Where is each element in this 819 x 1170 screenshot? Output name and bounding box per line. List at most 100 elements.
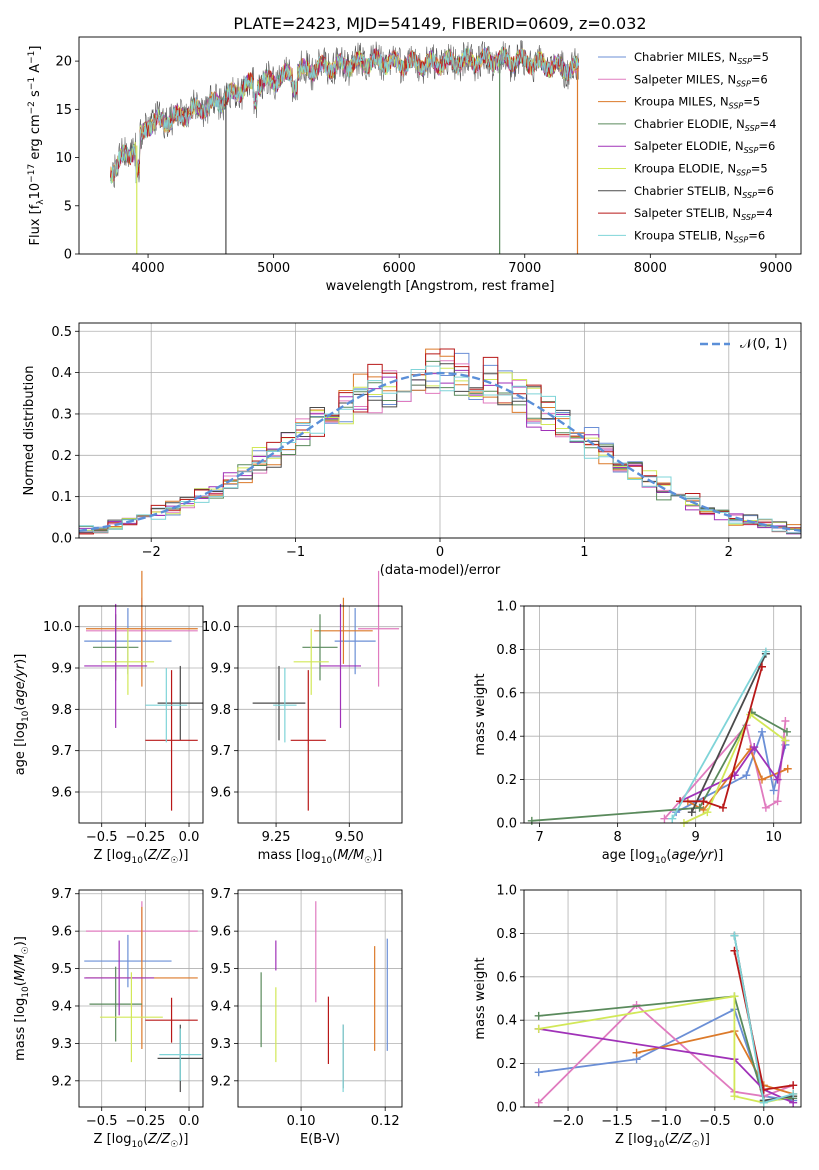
weight-vs-Z-xtick-label: −1.0 (650, 1114, 682, 1129)
mass-vs-EBV-ytick-label: 9.2 (210, 1074, 231, 1089)
spectrum-frame (78, 36, 802, 255)
mass-vs-Z-xlabel: Z [log10(Z/Z☉)] (94, 1132, 189, 1150)
mass-vs-EBV-axes: 0.10 0.12 9.2 9.3 9.4 9.5 9.6 9.7 (210, 887, 402, 1129)
legend-entry-3: Kroupa MILES, NSSP=5 (634, 95, 760, 111)
age-vs-mass-ytick-label: 9.8 (210, 703, 231, 718)
weight-vs-age-xtick-label: 10 (765, 830, 782, 845)
weight-vs-Z-ytick-label: 0.6 (496, 970, 517, 985)
age-vs-Z-frame (78, 605, 204, 824)
weight-vs-age-series-4-marker (527, 816, 536, 825)
weight-vs-age-ylabel: mass weight (473, 673, 488, 755)
spectrum-xtick-label: 7000 (508, 261, 541, 276)
weight-vs-age-series-9-marker (761, 647, 770, 656)
weight-vs-Z-series-1-marker (534, 1068, 543, 1077)
weight-vs-Z-ytick-label: 0.2 (496, 1057, 517, 1072)
mass-vs-Z-ytick-label: 9.3 (51, 1037, 72, 1052)
age-vs-Z-xtick-label: 0.0 (179, 830, 200, 845)
weight-vs-age-ytick-label: 0.2 (496, 773, 517, 788)
weight-vs-Z-series-5 (538, 1028, 794, 1104)
mass-vs-Z-axes: −0.5 −0.25 0.0 9.2 9.3 9.4 9.5 9.6 9.7 (51, 887, 203, 1129)
mass-vs-EBV-ytick-label: 9.4 (210, 999, 231, 1014)
weight-vs-Z-series-9-marker (730, 931, 739, 940)
legend-entry-4: Chabrier ELODIE, NSSP=4 (634, 117, 776, 133)
residuals-ytick-label: 0.5 (51, 325, 72, 340)
legend-entry-5: Salpeter ELODIE, NSSP=6 (634, 139, 775, 155)
weight-vs-Z-series-6-marker (730, 992, 739, 1001)
weight-vs-age-ytick-label: 1.0 (496, 600, 517, 615)
weight-vs-age-series-1-marker (769, 786, 778, 795)
mass-vs-Z-ytick-label: 9.6 (51, 925, 72, 940)
spectrum-xlabel: wavelength [Angstrom, rest frame] (326, 279, 555, 294)
age-vs-Z-ytick-label: 9.7 (51, 744, 72, 759)
residual-legend-label: 𝒩(0, 1) (740, 337, 787, 352)
spectrum-ytick-label: 10 (55, 151, 72, 166)
spectrum-ytick-label: 15 (55, 103, 72, 118)
weight-vs-age-series-4-marker (782, 727, 791, 736)
spectrum-legend: Chabrier MILES, NSSP=5 Salpeter MILES, NS… (598, 50, 776, 244)
weight-vs-age-ytick-label: 0.0 (496, 817, 517, 832)
weight-vs-age-series-5-marker (773, 775, 782, 784)
age-vs-Z-ylabel: age [log10(age/yr)] (13, 654, 31, 776)
weight-vs-Z-ytick-label: 0.8 (496, 927, 517, 942)
spectrum-ylabel: Flux [fλ10−17 erg cm−2 s−1 A−1] (27, 46, 46, 246)
weight-vs-Z-ytick-label: 1.0 (496, 884, 517, 899)
mass-vs-EBV-xtick-label: 0.10 (287, 1114, 316, 1129)
age-vs-Z-xlabel: Z [log10(Z/Z☉)] (94, 848, 189, 866)
legend-entry-6: Kroupa ELODIE, NSSP=5 (634, 162, 768, 178)
weight-vs-age-series-6-marker (703, 808, 712, 817)
legend-entry-7: Chabrier STELIB, NSSP=6 (634, 184, 774, 200)
age-vs-Z-ytick-label: 9.8 (51, 703, 72, 718)
residuals-ytick-label: 0.2 (51, 449, 72, 464)
mass-vs-Z-xtick-label: 0.0 (179, 1114, 200, 1129)
weight-vs-Z-xtick-label: −0.5 (699, 1114, 731, 1129)
mass-vs-EBV-xlabel: E(B-V) (300, 1132, 340, 1147)
legend-entry-8: Salpeter STELIB, NSSP=4 (634, 206, 773, 222)
legend-entry-2: Salpeter MILES, NSSP=6 (634, 72, 768, 88)
residuals-axes: −2 −1 0 1 2 0.0 0.1 0.2 0.3 0.4 0.5 (51, 323, 801, 560)
weight-vs-Z-series-8-marker (789, 1081, 798, 1090)
mass-vs-EBV-ytick-label: 9.3 (210, 1037, 231, 1052)
age-vs-Z-axes: −0.5 −0.25 0.0 9.6 9.7 9.8 9.9 10.0 (43, 606, 203, 845)
weight-vs-Z-series-9-marker (789, 1089, 798, 1098)
legend-entry-1: Chabrier MILES, NSSP=5 (634, 50, 769, 66)
weight-vs-age-series-6-marker (781, 736, 790, 745)
weight-vs-age-series-7 (690, 653, 767, 813)
weight-vs-age-series-3-marker (783, 764, 792, 773)
weight-vs-Z-xtick-label: −2.0 (552, 1114, 584, 1129)
weight-vs-Z-xtick-label: −1.5 (601, 1114, 633, 1129)
mass-vs-EBV-ytick-label: 9.6 (210, 925, 231, 940)
mass-vs-Z-xtick-label: −0.25 (125, 1114, 165, 1129)
weight-vs-age-series-9-marker (668, 814, 677, 823)
weight-vs-age-series-2-marker (773, 797, 782, 806)
mass-vs-Z-xtick-label: −0.5 (86, 1114, 118, 1129)
mass-vs-Z-ytick-label: 9.7 (51, 887, 72, 902)
weight-vs-Z-series-6-marker (534, 1024, 543, 1033)
age-vs-mass-axes: 9.25 9.50 9.6 9.7 9.8 9.9 10.0 (202, 606, 402, 845)
residuals-xtick-label: 0 (436, 545, 444, 560)
spectrum-xtick-label: 8000 (634, 261, 667, 276)
normal-reference-curve (78, 371, 802, 532)
mass-vs-Z-frame (78, 889, 204, 1108)
age-vs-mass-frame (237, 605, 403, 824)
weight-vs-age-ytick-label: 0.4 (496, 730, 517, 745)
residuals-frame (78, 322, 802, 539)
mass-vs-Z-ylabel: mass [log10(M/M☉)] (13, 936, 31, 1061)
spectrum-xtick-label: 5000 (257, 261, 290, 276)
weight-vs-Z-xtick-label: 0.0 (753, 1114, 774, 1129)
plot-layer: 4000 5000 6000 7000 8000 900005101520waveleng… (13, 36, 802, 1150)
residuals-xtick-label: 1 (580, 545, 588, 560)
residuals-ytick-label: 0.0 (51, 532, 72, 547)
residuals-xtick-label: −2 (142, 545, 161, 560)
spectrum-line-9 (110, 46, 579, 184)
residuals-ytick-label: 0.1 (51, 490, 72, 505)
age-vs-mass-ytick-label: 9.7 (210, 744, 231, 759)
spectrum-ytick-label: 20 (55, 55, 72, 70)
age-vs-mass-xlabel: mass [log10(M/M☉)] (258, 848, 383, 866)
legend-entry-9: Kroupa STELIB, NSSP=6 (634, 228, 765, 244)
weight-vs-age-series-8-marker (699, 797, 708, 806)
spectrum-axes: 4000 5000 6000 7000 8000 9000 0 5 10 15 20 (55, 55, 792, 276)
age-vs-mass-xtick-label: 9.50 (335, 830, 364, 845)
mass-vs-EBV-frame (237, 889, 403, 1108)
mass-vs-EBV-ytick-label: 9.7 (210, 887, 231, 902)
age-vs-mass-ytick-label: 9.6 (210, 786, 231, 801)
